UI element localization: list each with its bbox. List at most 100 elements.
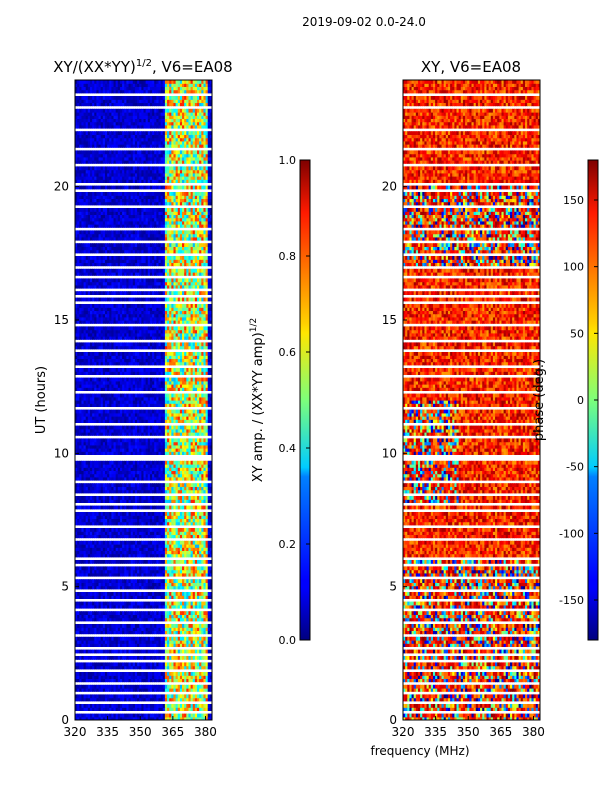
amplitude-cell xyxy=(104,617,108,622)
amplitude-cell xyxy=(134,595,138,599)
amplitude-cell xyxy=(173,684,177,689)
amplitude-cell xyxy=(122,614,125,619)
amplitude-cell xyxy=(175,451,179,455)
amplitude-cell xyxy=(117,550,121,555)
amplitude-cell xyxy=(184,592,187,596)
amplitude-cell xyxy=(75,624,78,628)
amplitude-cell xyxy=(194,544,198,548)
amplitude-cell xyxy=(154,572,157,577)
amplitude-cell xyxy=(81,636,85,641)
amplitude-cell xyxy=(87,432,91,436)
amplitude-cell xyxy=(154,544,157,548)
amplitude-cell xyxy=(167,688,170,692)
amplitude-cell xyxy=(104,540,108,545)
amplitude-cell xyxy=(145,604,149,609)
amplitude-cell xyxy=(184,627,187,631)
amplitude-cell xyxy=(171,643,175,647)
amplitude-cell xyxy=(194,665,198,670)
amplitude-cell xyxy=(100,694,104,699)
amplitude-cell xyxy=(173,566,177,571)
amplitude-cell xyxy=(119,675,123,679)
amplitude-cell xyxy=(190,460,194,465)
amplitude-cell xyxy=(152,412,155,417)
amplitude-cell xyxy=(134,499,138,503)
amplitude-cell xyxy=(158,464,162,468)
amplitude-cell xyxy=(171,640,175,644)
amplitude-cell xyxy=(205,678,209,683)
amplitude-cell xyxy=(199,512,202,516)
amplitude-cell xyxy=(81,470,85,475)
amplitude-cell xyxy=(100,515,104,519)
amplitude-cell xyxy=(188,640,192,644)
amplitude-cell xyxy=(100,627,104,631)
amplitude-cell xyxy=(132,662,136,667)
amplitude-cell xyxy=(98,544,102,548)
amplitude-cell xyxy=(175,656,179,660)
amplitude-cell xyxy=(207,486,211,491)
amplitude-cell xyxy=(128,694,132,699)
amplitude-cell xyxy=(199,441,202,446)
amplitude-cell xyxy=(203,662,207,667)
amplitude-cell xyxy=(100,425,104,430)
amplitude-cell xyxy=(190,572,194,577)
amplitude-cell xyxy=(190,678,194,683)
amplitude-cell xyxy=(122,496,125,500)
amplitude-cell xyxy=(113,716,117,720)
amplitude-cell xyxy=(152,521,155,526)
amplitude-cell xyxy=(209,569,212,574)
amplitude-cell xyxy=(160,601,164,606)
amplitude-cell xyxy=(205,684,209,689)
amplitude-cell xyxy=(158,550,162,555)
amplitude-cell xyxy=(113,489,117,494)
amplitude-cell xyxy=(154,489,157,494)
amplitude-cell xyxy=(203,534,207,539)
amplitude-cell xyxy=(158,630,162,635)
amplitude-cell xyxy=(167,486,170,491)
amplitude-cell xyxy=(173,467,177,471)
amplitude-cell xyxy=(152,393,155,398)
amplitude-cell xyxy=(162,534,166,539)
amplitude-cell xyxy=(113,707,117,711)
amplitude-cell xyxy=(160,569,164,574)
amplitude-cell xyxy=(87,476,91,481)
amplitude-cell xyxy=(119,419,123,423)
amplitude-cell xyxy=(143,572,147,577)
amplitude-cell xyxy=(162,505,166,510)
amplitude-cell xyxy=(197,419,200,423)
amplitude-cell xyxy=(111,403,115,407)
amplitude-cell xyxy=(188,419,192,423)
amplitude-cell xyxy=(209,662,212,667)
amplitude-cell xyxy=(205,665,209,670)
amplitude-cell xyxy=(115,486,119,491)
amplitude-cell xyxy=(128,489,132,494)
amplitude-cell xyxy=(205,662,209,667)
amplitude-cell xyxy=(122,409,125,414)
amplitude-cell xyxy=(143,448,147,452)
amplitude-cell xyxy=(98,473,102,478)
amplitude-cell xyxy=(83,409,87,414)
amplitude-cell xyxy=(102,601,106,606)
amplitude-cell xyxy=(182,688,185,692)
amplitude-cell xyxy=(139,704,142,708)
amplitude-cell xyxy=(203,448,207,452)
amplitude-cell xyxy=(122,387,125,391)
amplitude-cell xyxy=(182,531,185,535)
amplitude-cell xyxy=(167,553,170,558)
amplitude-cell xyxy=(141,656,145,660)
amplitude-cell xyxy=(141,640,145,644)
amplitude-cell xyxy=(115,521,119,526)
amplitude-cell xyxy=(104,649,108,654)
amplitude-cell xyxy=(179,643,183,647)
amplitude-cell xyxy=(81,572,85,577)
amplitude-cell xyxy=(75,384,78,388)
amplitude-cell xyxy=(171,592,175,596)
amplitude-cell xyxy=(92,672,95,676)
amplitude-cell xyxy=(192,416,196,420)
amplitude-cell xyxy=(122,665,125,670)
amplitude-cell xyxy=(132,384,136,388)
amplitude-cell xyxy=(77,585,80,590)
amplitude-cell xyxy=(89,444,93,449)
amplitude-cell xyxy=(169,684,172,689)
amplitude-cell xyxy=(209,505,212,510)
amplitude-cell xyxy=(167,649,170,654)
